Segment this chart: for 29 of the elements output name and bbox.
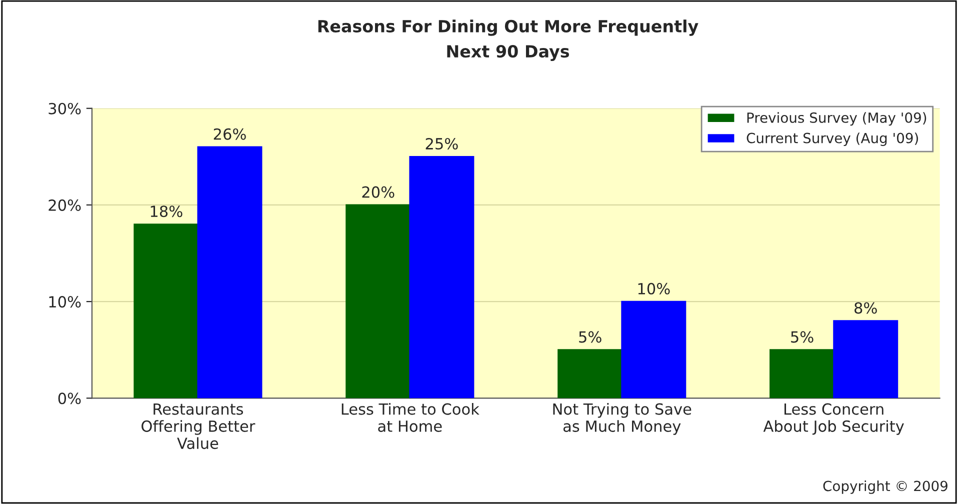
text: Copyright © 2009: [823, 480, 948, 494]
legend-label: Current Survey (Aug '09): [746, 132, 918, 146]
y-tick-label: 0%: [58, 392, 81, 404]
chart-title: Reasons For Dining Out More Frequently: [318, 20, 698, 36]
x-tick-label: Restaurants Offering Better Value: [142, 403, 256, 450]
data-label: 5%: [791, 331, 814, 343]
x-tick-label: Less Concern About Job Security: [763, 403, 904, 435]
data-label: 5%: [579, 331, 602, 343]
x-tick-label: Not Trying to Save as Much Money: [553, 403, 692, 435]
data-label: 20%: [362, 186, 394, 198]
bar: [134, 224, 199, 398]
data-label: 10%: [638, 282, 670, 294]
y-tick-label: 10%: [49, 296, 81, 308]
data-label: 8%: [854, 302, 877, 314]
data-label: 26%: [214, 128, 246, 140]
bar: [346, 204, 411, 398]
bar: [833, 320, 898, 398]
y-tick-label: 20%: [48, 199, 81, 211]
bar: [558, 349, 623, 398]
y-tick-label: 30%: [48, 102, 81, 114]
legend-label: Previous Survey (May '09): [747, 112, 926, 126]
x-tick-label: Less Time to Cook at Home: [342, 403, 480, 432]
bar: [770, 349, 835, 398]
bar: [197, 146, 262, 398]
bar: [621, 300, 686, 398]
chart-subtitle: Next 90 Days: [447, 45, 570, 61]
data-label: 25%: [426, 138, 458, 150]
data-label: 18%: [150, 206, 182, 218]
bar: [409, 156, 474, 398]
